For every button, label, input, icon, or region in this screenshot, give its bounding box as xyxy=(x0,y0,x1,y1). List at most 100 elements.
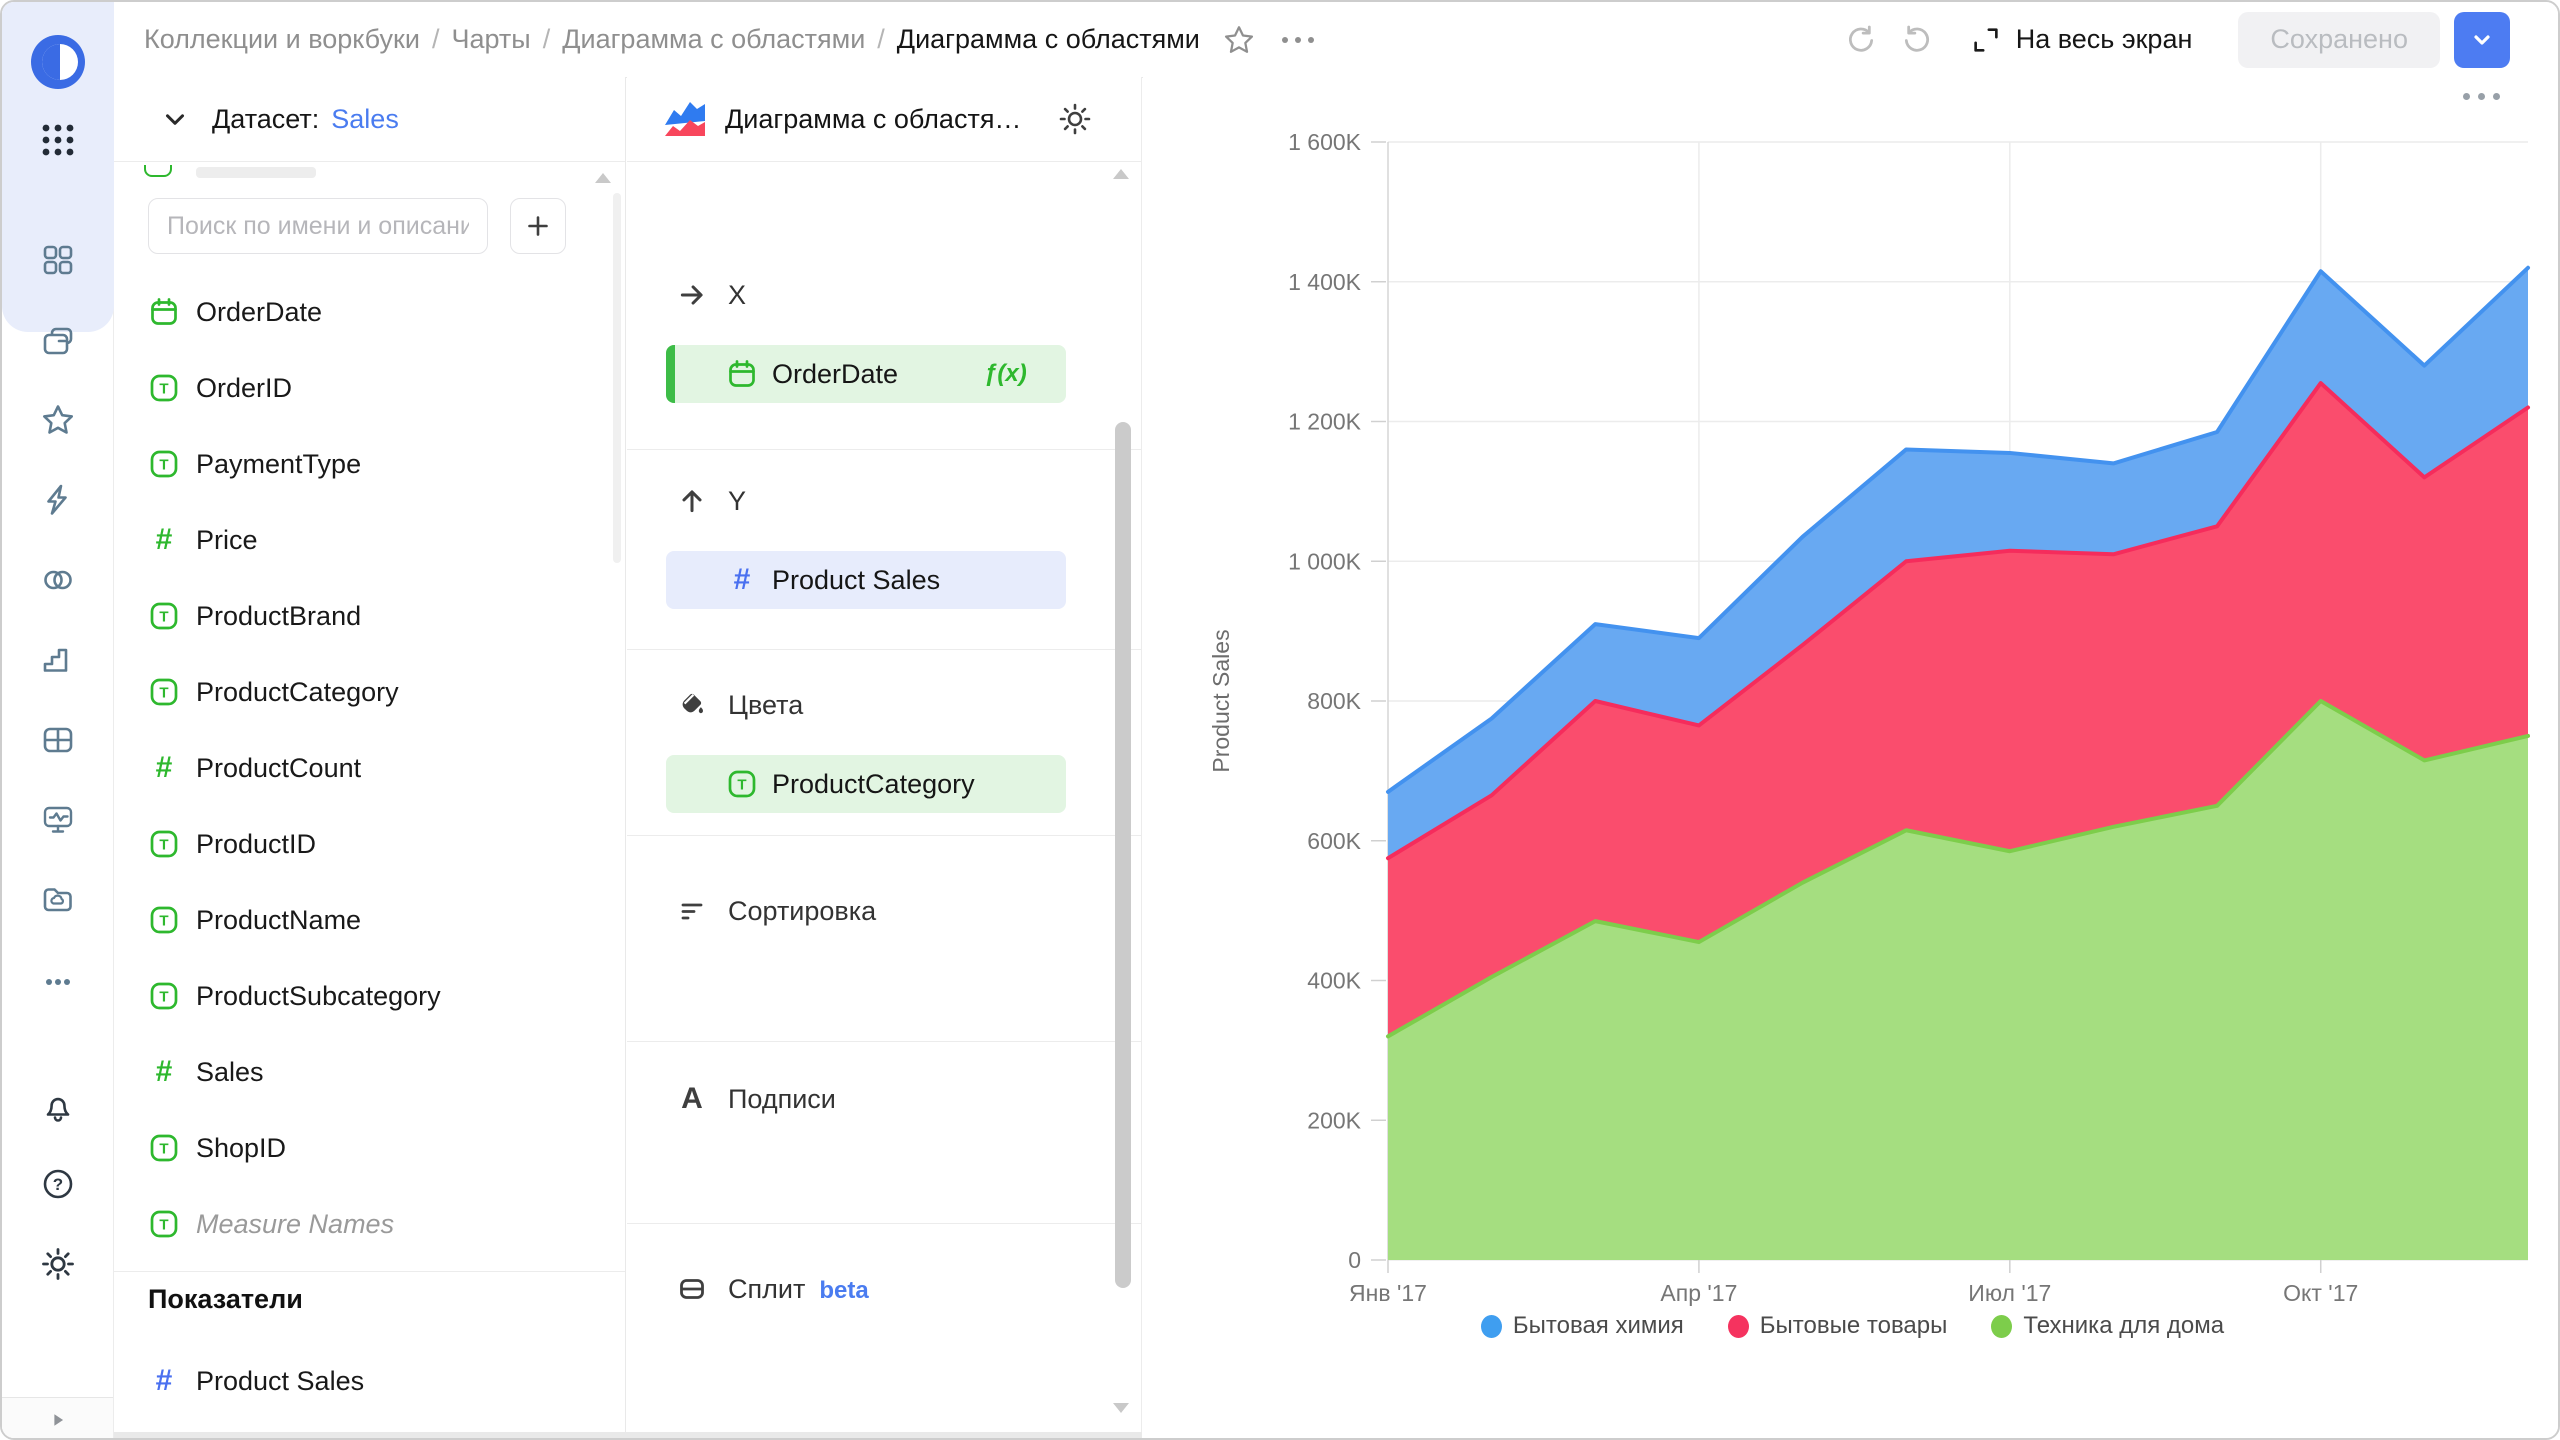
config-header: Диаграмма с областя… xyxy=(627,77,1141,162)
sidebar-item-more[interactable] xyxy=(39,963,77,1001)
calendar-icon xyxy=(729,360,755,387)
fx-formula-badge[interactable]: ƒ(x) xyxy=(984,360,1027,387)
sidebar-item-connections[interactable] xyxy=(39,481,77,519)
y-field-pill[interactable]: # Product Sales xyxy=(666,551,1066,609)
sidebar-item-charts[interactable] xyxy=(39,641,77,679)
dataset-field-productname[interactable]: T ProductName xyxy=(114,882,625,958)
number-field-icon: # xyxy=(155,751,173,784)
svg-text:T: T xyxy=(159,381,168,398)
favorite-star-icon[interactable] xyxy=(1222,23,1256,57)
divider xyxy=(627,649,1141,650)
fullscreen-button[interactable]: На весь экран xyxy=(1970,24,2192,56)
datalens-logo-icon[interactable] xyxy=(30,34,86,90)
dataset-field-productcount[interactable]: # ProductCount xyxy=(114,730,625,806)
dataset-field-shopid[interactable]: T ShopID xyxy=(114,1110,625,1186)
svg-text:1 200K: 1 200K xyxy=(1288,409,1362,435)
chart-type-title[interactable]: Диаграмма с областя… xyxy=(725,103,1022,134)
breadcrumb-item[interactable]: Коллекции и воркбуки xyxy=(144,24,420,54)
sidebar-item-collections[interactable] xyxy=(39,241,77,279)
add-field-button[interactable] xyxy=(510,198,566,254)
save-dropdown-button[interactable] xyxy=(2454,11,2510,68)
config-scroll-up-arrow[interactable] xyxy=(1113,169,1129,179)
dataset-field-orderid[interactable]: T OrderID xyxy=(114,350,625,426)
dataset-name-link[interactable]: Sales xyxy=(331,103,399,134)
sidebar-item-storage[interactable] xyxy=(39,881,77,919)
sidebar-item-favorites[interactable] xyxy=(39,401,77,439)
scrolled-field-text-sliver xyxy=(196,167,316,178)
svg-text:1 600K: 1 600K xyxy=(1288,129,1362,155)
dataset-field-paymenttype[interactable]: T PaymentType xyxy=(114,426,625,502)
colors-field-pill[interactable]: T ProductCategory xyxy=(666,755,1066,813)
sidebar-item-workbooks[interactable] xyxy=(39,323,77,361)
field-name: ProductSubcategory xyxy=(196,980,441,1011)
dataset-field-productbrand[interactable]: T ProductBrand xyxy=(114,578,625,654)
undo-icon[interactable] xyxy=(1844,23,1878,57)
dataset-field-productsubcategory[interactable]: T ProductSubcategory xyxy=(114,958,625,1034)
field-search-input[interactable] xyxy=(148,198,488,254)
sidebar-item-dashboards[interactable] xyxy=(39,721,77,759)
chart-settings-gear-icon[interactable] xyxy=(1057,101,1093,142)
dataset-label: Датасет: xyxy=(212,103,320,134)
calendar-icon xyxy=(151,298,177,325)
breadcrumb-separator: / xyxy=(542,24,551,54)
dataset-field-sales[interactable]: # Sales xyxy=(114,1034,625,1110)
dataset-field-price[interactable]: # Price xyxy=(114,502,625,578)
dataset-header: Датасет: Sales xyxy=(114,77,625,162)
settings-gear-icon[interactable] xyxy=(39,1245,77,1283)
dataset-measure-product-sales[interactable]: # Product Sales xyxy=(114,1343,625,1419)
fields-scroll-up-arrow[interactable] xyxy=(595,173,611,183)
help-icon[interactable]: ? xyxy=(39,1165,77,1203)
sidebar-collapse-button[interactable] xyxy=(2,1397,113,1438)
area-chart-type-icon[interactable] xyxy=(661,97,709,141)
area-chart-canvas[interactable]: 0 200K 400K 600K 800K 1 000K 1 200K 1 400K 1 600… xyxy=(1143,77,2560,1377)
chart-config-panel: Диаграмма с областя… X OrderDate ƒ(x) Y xyxy=(627,77,1142,1438)
field-name: ProductCategory xyxy=(196,676,399,707)
svg-text:T: T xyxy=(159,457,168,474)
section-sort-label: Сортировка xyxy=(728,895,877,926)
config-scroll-down-arrow[interactable] xyxy=(1113,1403,1129,1413)
save-button[interactable]: Сохранено xyxy=(2238,11,2440,68)
legend-label: Техника для дома xyxy=(2023,1312,2225,1339)
dataset-field-productid[interactable]: T ProductID xyxy=(114,806,625,882)
sidebar-item-monitoring[interactable] xyxy=(39,801,77,839)
sort-icon xyxy=(677,896,707,926)
legend-item[interactable]: Бытовая химия xyxy=(1480,1312,1684,1340)
redo-icon[interactable] xyxy=(1900,23,1934,57)
svg-text:T: T xyxy=(159,685,168,702)
notifications-bell-icon[interactable] xyxy=(39,1087,77,1125)
dataset-field-orderdate[interactable]: OrderDate xyxy=(114,274,625,350)
chart-menu-icon[interactable] xyxy=(2463,93,2500,100)
config-scrollbar-thumb[interactable] xyxy=(1115,422,1131,1288)
section-y-label: Y xyxy=(728,485,747,516)
arrow-right-icon xyxy=(677,280,707,310)
play-icon xyxy=(53,1414,63,1426)
breadcrumb-item[interactable]: Диаграмма с областями xyxy=(562,24,866,54)
number-field-icon: # xyxy=(726,564,758,596)
legend-label: Бытовые товары xyxy=(1759,1312,1948,1339)
legend-dot xyxy=(1727,1314,1749,1338)
legend-item[interactable]: Техника для дома xyxy=(1991,1312,2224,1340)
dataset-collapse-chevron-icon[interactable] xyxy=(160,104,190,134)
svg-text:800K: 800K xyxy=(1307,688,1361,714)
legend-dot xyxy=(1991,1314,2013,1338)
breadcrumb-more-icon[interactable] xyxy=(1281,36,1314,43)
divider xyxy=(114,1271,625,1272)
dataset-field-measure-names[interactable]: T Measure Names xyxy=(114,1186,625,1262)
breadcrumb: Коллекции и воркбуки / Чарты / Диаграмма с о… xyxy=(144,24,1200,55)
field-name: OrderID xyxy=(196,372,293,403)
svg-text:T: T xyxy=(159,989,168,1006)
legend-item[interactable]: Бытовые товары xyxy=(1727,1312,1948,1340)
colors-field-name: ProductCategory xyxy=(772,768,975,799)
dataset-field-productcategory[interactable]: T ProductCategory xyxy=(114,654,625,730)
breadcrumb-item[interactable]: Чарты xyxy=(451,24,531,54)
sidebar-item-datasets[interactable] xyxy=(39,561,77,599)
number-field-icon: # xyxy=(155,1055,173,1088)
fields-scrollbar-thumb[interactable] xyxy=(613,193,621,563)
field-name: ProductCount xyxy=(196,752,362,783)
letter-a-icon: A xyxy=(681,1082,703,1115)
svg-text:1 000K: 1 000K xyxy=(1288,548,1362,574)
measures-header: Показатели xyxy=(148,1283,303,1314)
apps-grid-icon[interactable] xyxy=(40,122,76,163)
x-field-pill[interactable]: OrderDate ƒ(x) xyxy=(666,345,1066,403)
